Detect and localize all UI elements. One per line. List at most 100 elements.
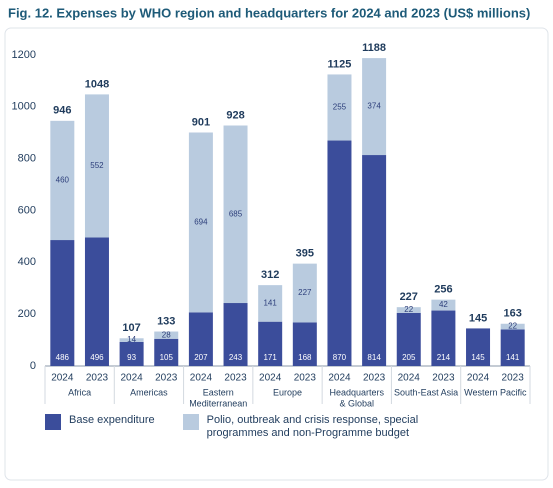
y-tick-label: 1000	[12, 101, 36, 113]
x-tick-label: 2023	[224, 373, 247, 384]
data-label: 486	[56, 353, 70, 362]
bar-segment	[154, 338, 179, 366]
x-tick-label: 2023	[432, 373, 455, 384]
x-tick-label: 2024	[51, 373, 74, 384]
y-tick-label: 200	[18, 308, 36, 320]
legend-swatch	[45, 414, 61, 430]
total-label: 163	[503, 308, 521, 320]
y-tick-label: 1200	[12, 49, 36, 61]
data-label: 22	[508, 322, 517, 331]
data-label: 168	[298, 353, 312, 362]
group-label: & Global	[340, 398, 375, 408]
x-tick-label: 2024	[467, 373, 490, 384]
x-tick-label: 2024	[328, 373, 351, 384]
data-label: 141	[263, 299, 277, 308]
bar-segment	[362, 58, 387, 156]
legend: Base expenditure Polio, outbreak and cris…	[45, 414, 457, 440]
bar-segment	[396, 312, 421, 366]
bar-segment	[500, 323, 525, 330]
total-label: 107	[122, 322, 140, 334]
total-label: 901	[192, 116, 210, 128]
data-label: 105	[160, 353, 174, 362]
data-label: 496	[90, 353, 104, 362]
bar-segment	[154, 331, 179, 339]
bar-segment	[258, 321, 283, 366]
group-label: South-East Asia	[394, 387, 458, 397]
data-label: 243	[229, 353, 243, 362]
bar-segment	[50, 240, 75, 366]
y-tick-label: 0	[30, 360, 36, 372]
group-label: Eastern	[203, 387, 234, 397]
bar-segment	[500, 329, 525, 366]
data-label: 227	[298, 288, 312, 297]
data-label: 814	[367, 353, 381, 362]
bar-segment	[431, 310, 456, 366]
data-label: 214	[437, 353, 451, 362]
group-label: Mediterranean	[189, 398, 247, 408]
bar-segment	[292, 322, 317, 366]
group-label: Western Pacific	[464, 387, 527, 397]
data-label: 93	[127, 353, 136, 362]
data-label: 552	[90, 161, 104, 170]
x-tick-label: 2024	[398, 373, 421, 384]
data-label: 145	[471, 353, 485, 362]
bar-segment	[396, 307, 421, 313]
frame	[4, 27, 549, 481]
total-label: 395	[296, 248, 314, 260]
bar-segment	[188, 312, 213, 366]
data-label: 22	[404, 305, 413, 314]
bar-segment	[84, 237, 109, 366]
bar-segment	[362, 155, 387, 366]
data-label: 141	[506, 353, 520, 362]
bar-segment	[119, 341, 144, 366]
data-label: 460	[56, 176, 70, 185]
bar-segment	[431, 299, 456, 311]
y-tick-label: 400	[18, 256, 36, 268]
total-label: 1048	[85, 78, 109, 90]
y-tick-label: 800	[18, 153, 36, 165]
data-label: 255	[333, 103, 347, 112]
data-label: 171	[263, 353, 277, 362]
group-label: Headquarters	[330, 387, 385, 397]
x-tick-label: 2023	[155, 373, 178, 384]
total-label: 145	[469, 312, 487, 324]
data-label: 374	[367, 102, 381, 111]
data-label: 28	[162, 330, 171, 339]
total-label: 946	[53, 105, 71, 117]
data-label: 870	[333, 353, 347, 362]
bar-segment	[292, 263, 317, 323]
x-tick-label: 2023	[86, 373, 109, 384]
total-label: 1125	[328, 58, 352, 70]
total-label: 256	[434, 284, 452, 296]
bar-segment	[327, 74, 352, 141]
x-tick-label: 2023	[363, 373, 386, 384]
x-tick-label: 2024	[190, 373, 213, 384]
bar-segment	[84, 94, 109, 238]
bar-segment	[50, 120, 75, 241]
legend-item: Base expenditure	[45, 414, 155, 440]
bar-segment	[188, 132, 213, 313]
data-label: 14	[127, 335, 136, 344]
y-tick-label: 600	[18, 204, 36, 216]
total-label: 312	[261, 269, 279, 281]
bar-segment	[119, 338, 144, 342]
data-label: 42	[439, 300, 448, 309]
group-label: Americas	[130, 387, 168, 397]
legend-label: Polio, outbreak and crisis response, spe…	[206, 414, 419, 439]
bar-segment	[223, 125, 248, 304]
data-label: 694	[194, 218, 208, 227]
bar-segment	[223, 303, 248, 366]
x-tick-label: 2024	[120, 373, 143, 384]
x-tick-label: 2023	[294, 373, 317, 384]
group-label: Africa	[68, 387, 91, 397]
total-label: 227	[400, 291, 418, 303]
bar-segment	[258, 285, 283, 322]
data-label: 685	[229, 209, 243, 218]
group-label: Europe	[273, 387, 302, 397]
data-label: 207	[194, 353, 208, 362]
data-label: 205	[402, 353, 416, 362]
total-label: 1188	[362, 42, 386, 54]
legend-label: Base expenditure	[69, 414, 155, 426]
